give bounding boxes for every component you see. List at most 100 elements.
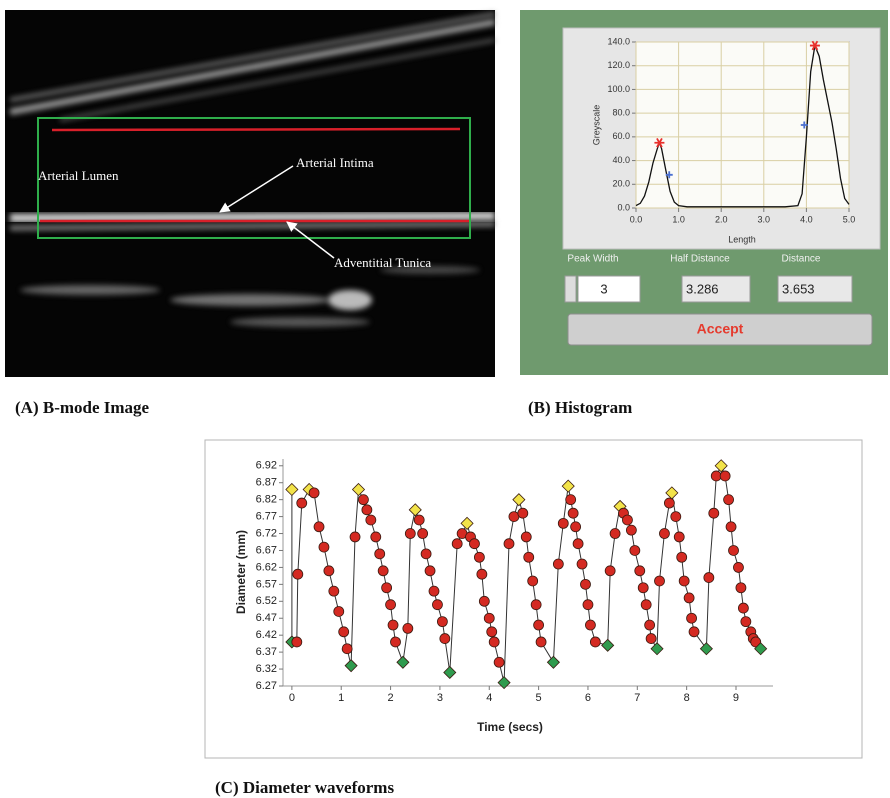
data-point — [655, 576, 665, 586]
data-point — [571, 522, 581, 532]
x-tick-label: 0 — [289, 692, 295, 704]
x-tick-label: 5.0 — [843, 214, 856, 224]
b-mode-panel: Arterial Lumen Arterial Intima Adventiti… — [5, 10, 495, 377]
y-tick-label: 6.67 — [256, 544, 277, 556]
x-tick-label: 6 — [585, 692, 591, 704]
data-point — [687, 613, 697, 623]
data-point — [405, 529, 415, 539]
data-point — [729, 545, 739, 555]
field-label: Peak Width — [567, 254, 618, 265]
x-tick-label: 1.0 — [672, 214, 685, 224]
data-point — [630, 545, 640, 555]
data-point — [421, 549, 431, 559]
x-tick-label: 4 — [486, 692, 492, 704]
y-tick-label: 6.27 — [256, 680, 277, 692]
data-point — [319, 542, 329, 552]
x-tick-label: 5 — [536, 692, 542, 704]
spinner[interactable] — [565, 276, 576, 302]
data-point — [709, 508, 719, 518]
data-point — [724, 495, 734, 505]
data-point — [371, 532, 381, 542]
figure: Arterial Lumen Arterial Intima Adventiti… — [0, 0, 890, 798]
image-label: Arterial Intima — [296, 155, 374, 170]
data-point — [414, 515, 424, 525]
data-point — [677, 552, 687, 562]
data-point — [362, 505, 372, 515]
data-point — [536, 637, 546, 647]
field-value: 3.653 — [782, 281, 815, 296]
y-tick-label: 6.82 — [256, 494, 277, 506]
data-point — [391, 637, 401, 647]
data-point — [531, 600, 541, 610]
data-point — [590, 637, 600, 647]
data-point — [679, 576, 689, 586]
y-tick-label: 80.0 — [612, 108, 630, 118]
data-point — [477, 569, 487, 579]
data-point — [329, 586, 339, 596]
x-tick-label: 0.0 — [630, 214, 643, 224]
data-point — [726, 522, 736, 532]
y-tick-label: 6.32 — [256, 663, 277, 675]
data-point — [738, 603, 748, 613]
data-point — [309, 488, 319, 498]
data-point — [741, 617, 751, 627]
y-tick-label: 6.87 — [256, 477, 277, 489]
chart-frame — [205, 440, 862, 758]
data-point — [521, 532, 531, 542]
data-point — [366, 515, 376, 525]
data-point — [487, 627, 497, 637]
data-point — [378, 566, 388, 576]
data-point — [736, 583, 746, 593]
caption: (A) B-mode Image — [15, 398, 150, 417]
data-point — [638, 583, 648, 593]
data-point — [494, 657, 504, 667]
x-tick-label: 7 — [634, 692, 640, 704]
data-point — [504, 539, 514, 549]
data-point — [605, 566, 615, 576]
data-point — [583, 600, 593, 610]
data-point — [528, 576, 538, 586]
y-tick-label: 6.37 — [256, 646, 277, 658]
data-point — [580, 579, 590, 589]
y-tick-label: 6.92 — [256, 460, 277, 472]
data-point — [489, 637, 499, 647]
data-point — [577, 559, 587, 569]
data-point — [293, 569, 303, 579]
y-tick-label: 6.57 — [256, 578, 277, 590]
data-point — [440, 634, 450, 644]
data-point — [375, 549, 385, 559]
data-point — [479, 596, 489, 606]
x-axis-label: Length — [728, 234, 756, 244]
y-tick-label: 6.52 — [256, 595, 277, 607]
y-tick-label: 6.72 — [256, 527, 277, 539]
data-point — [518, 508, 528, 518]
y-tick-label: 100.0 — [607, 84, 630, 94]
data-point — [622, 515, 632, 525]
data-point — [553, 559, 563, 569]
y-tick-label: 40.0 — [612, 155, 630, 165]
data-point — [704, 573, 714, 583]
data-point — [573, 539, 583, 549]
data-point — [339, 627, 349, 637]
data-point — [659, 529, 669, 539]
x-tick-label: 8 — [684, 692, 690, 704]
data-point — [388, 620, 398, 630]
image-label: Adventitial Tunica — [334, 255, 431, 270]
y-tick-label: 6.62 — [256, 561, 277, 573]
x-tick-label: 4.0 — [800, 214, 813, 224]
data-point — [382, 583, 392, 593]
data-point — [645, 620, 655, 630]
button-label: Accept — [697, 321, 744, 337]
field-label: Distance — [782, 254, 821, 265]
data-point — [671, 512, 681, 522]
data-point — [585, 620, 595, 630]
data-point — [350, 532, 360, 542]
data-point — [358, 495, 368, 505]
data-point — [566, 495, 576, 505]
data-point — [684, 593, 694, 603]
data-point — [292, 637, 302, 647]
data-point — [689, 627, 699, 637]
x-tick-label: 2.0 — [715, 214, 728, 224]
input[interactable] — [578, 276, 640, 302]
data-point — [403, 623, 413, 633]
